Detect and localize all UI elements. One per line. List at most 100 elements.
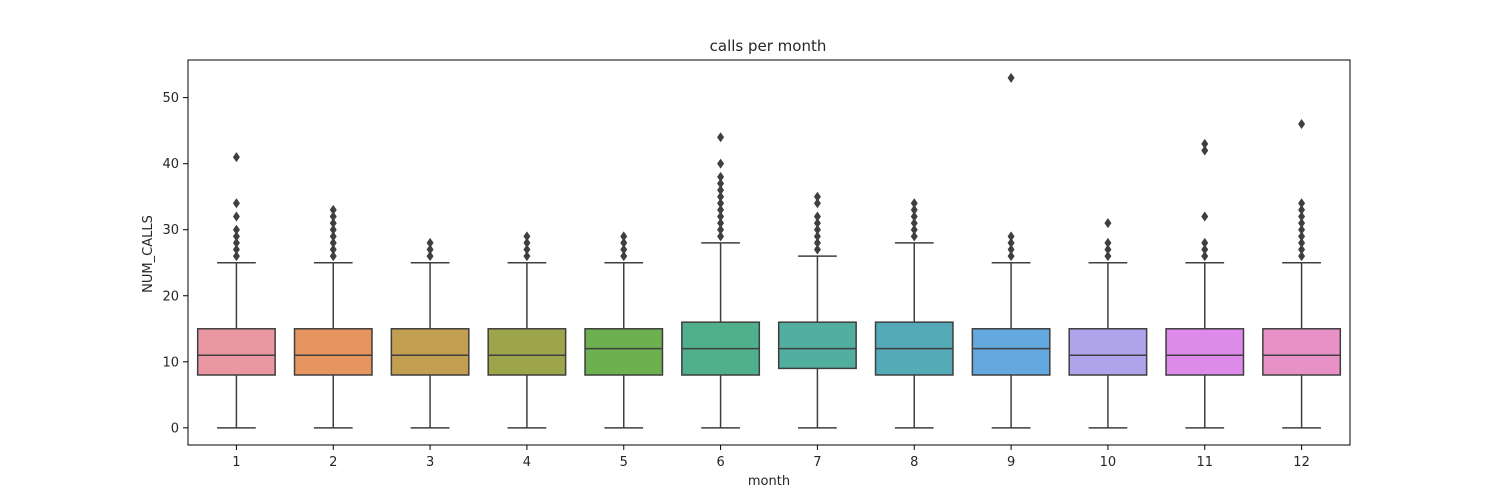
outlier-point — [717, 224, 725, 235]
box-month-3 — [390, 237, 470, 429]
outlier-point — [717, 185, 725, 196]
x-tick-label: 9 — [1007, 455, 1015, 470]
outlier-point — [1007, 72, 1015, 83]
outlier-point — [813, 231, 821, 242]
outlier-point — [1298, 231, 1306, 242]
outlier-point — [717, 198, 725, 209]
outlier-point — [813, 211, 821, 222]
outlier-point — [232, 244, 240, 255]
x-tick-label: 6 — [716, 455, 724, 470]
outlier-point — [1201, 244, 1209, 255]
x-tick-label: 11 — [1196, 455, 1213, 470]
outlier-point — [232, 231, 240, 242]
y-tick-label: 20 — [162, 289, 179, 304]
outlier-point — [329, 251, 337, 262]
outlier-point — [1104, 237, 1112, 248]
outlier-point — [329, 224, 337, 235]
outlier-point — [1007, 237, 1015, 248]
box-month-6 — [681, 132, 761, 429]
iqr-box — [971, 328, 1051, 376]
outlier-point — [717, 211, 725, 222]
iqr-box — [1262, 328, 1342, 376]
outlier-point — [620, 231, 628, 242]
outlier-point — [1201, 145, 1209, 156]
box-month-10 — [1068, 218, 1148, 429]
outlier-point — [1298, 244, 1306, 255]
outlier-point — [1298, 198, 1306, 209]
y-tick-label: 30 — [162, 223, 179, 238]
y-axis: 0 10 20 30 40 50 — [162, 91, 188, 436]
x-tick-label: 8 — [910, 455, 918, 470]
outlier-point — [910, 198, 918, 209]
outlier-point — [813, 198, 821, 209]
outlier-point — [1104, 218, 1112, 229]
outlier-point — [426, 237, 434, 248]
outlier-point — [910, 204, 918, 215]
iqr-box — [777, 321, 857, 370]
outlier-point — [813, 191, 821, 202]
outlier-point — [329, 218, 337, 229]
outlier-point — [523, 237, 531, 248]
outlier-point — [426, 244, 434, 255]
outlier-point — [523, 251, 531, 262]
box-month-8 — [874, 198, 954, 429]
outlier-point — [1007, 251, 1015, 262]
outlier-point — [1104, 244, 1112, 255]
iqr-box — [584, 328, 664, 376]
plot-frame — [187, 59, 1351, 446]
outlier-point — [620, 251, 628, 262]
outlier-point — [232, 198, 240, 209]
outlier-point — [910, 211, 918, 222]
y-tick-label: 50 — [162, 91, 179, 106]
x-tick-label: 4 — [523, 455, 531, 470]
outlier-point — [1298, 237, 1306, 248]
outlier-point — [232, 251, 240, 262]
outlier-point — [910, 231, 918, 242]
outlier-point — [1201, 251, 1209, 262]
outlier-point — [329, 244, 337, 255]
outlier-point — [620, 237, 628, 248]
outlier-point — [813, 237, 821, 248]
outlier-point — [717, 191, 725, 202]
outlier-point — [1298, 119, 1306, 130]
x-tick-label: 1 — [232, 455, 240, 470]
outlier-point — [1201, 138, 1209, 149]
iqr-box — [390, 328, 470, 376]
x-tick-label: 7 — [813, 455, 821, 470]
outlier-point — [910, 218, 918, 229]
x-axis-label: month — [748, 474, 790, 489]
outlier-point — [813, 218, 821, 229]
outlier-point — [232, 152, 240, 163]
outlier-point — [232, 224, 240, 235]
box-month-7 — [777, 191, 857, 429]
box-month-11 — [1165, 138, 1245, 429]
outlier-point — [232, 237, 240, 248]
outlier-point — [1201, 237, 1209, 248]
outlier-point — [813, 244, 821, 255]
outlier-point — [813, 224, 821, 235]
outlier-point — [1007, 244, 1015, 255]
outlier-point — [1298, 251, 1306, 262]
iqr-box — [1165, 328, 1245, 376]
outlier-point — [232, 211, 240, 222]
outlier-point — [717, 158, 725, 169]
x-tick-label: 5 — [620, 455, 628, 470]
iqr-box — [196, 328, 276, 376]
box-month-5 — [584, 231, 664, 429]
outlier-point — [1298, 224, 1306, 235]
y-tick-label: 40 — [162, 157, 179, 172]
box-month-12 — [1262, 119, 1342, 429]
iqr-box — [487, 328, 567, 376]
x-tick-label: 10 — [1100, 455, 1117, 470]
outlier-point — [329, 204, 337, 215]
y-tick-label: 0 — [171, 421, 179, 436]
outlier-point — [523, 244, 531, 255]
chart-title: calls per month — [710, 37, 827, 55]
y-axis-label: NUM_CALLS — [141, 215, 156, 293]
plot-area — [196, 72, 1342, 429]
outlier-point — [426, 251, 434, 262]
outlier-point — [1104, 251, 1112, 262]
outlier-point — [1298, 204, 1306, 215]
x-tick-label: 2 — [329, 455, 337, 470]
